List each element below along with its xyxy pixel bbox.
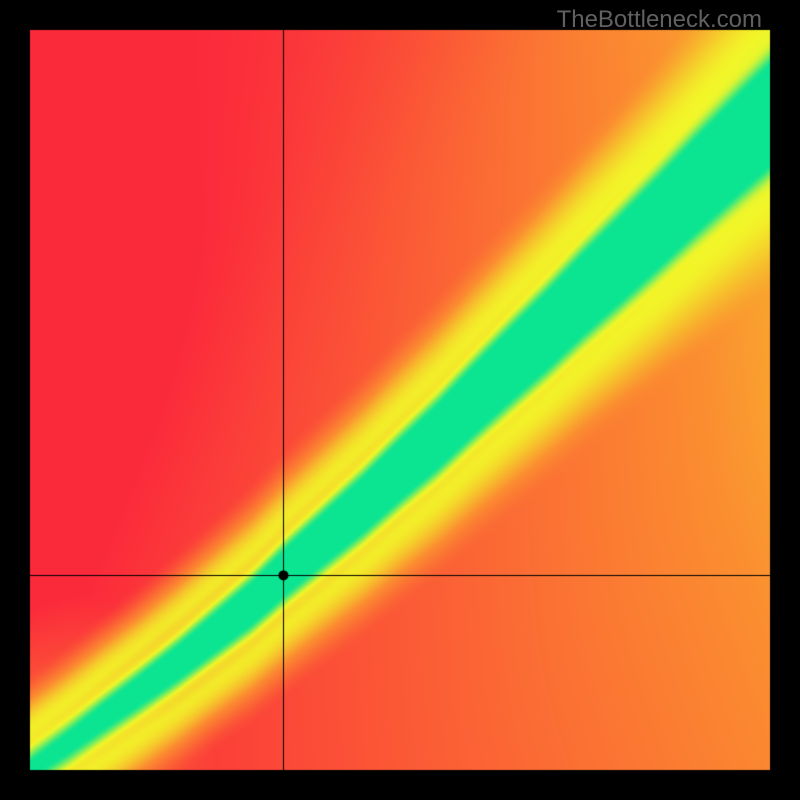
bottleneck-heatmap: [0, 0, 800, 800]
watermark-text: TheBottleneck.com: [557, 6, 762, 34]
chart-container: TheBottleneck.com: [0, 0, 800, 800]
